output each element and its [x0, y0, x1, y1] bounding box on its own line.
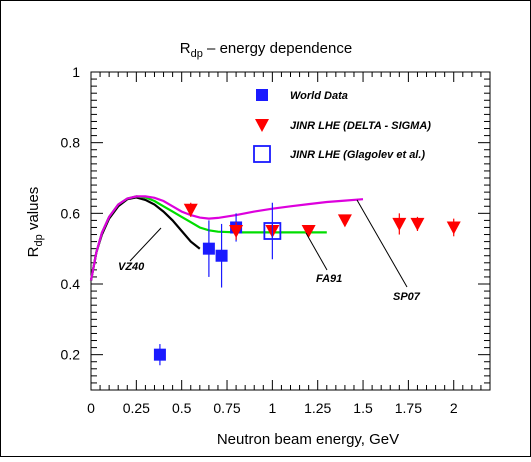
- data-point-triangle-down: [446, 221, 461, 235]
- data-point-open-square: [263, 222, 282, 240]
- x-tick-label: 0.25: [123, 400, 150, 416]
- x-tick-label: 1.75: [395, 400, 422, 416]
- chart-title: Rdp – energy dependence: [180, 40, 352, 60]
- x-axis-label: Neutron beam energy, GeV: [217, 431, 399, 448]
- data-point-filled-square: [153, 348, 166, 361]
- legend-marker-open-square: [253, 145, 271, 163]
- y-tick-label: 0.8: [61, 135, 81, 151]
- x-tick-label: 0: [87, 400, 95, 416]
- vz40-label: VZ40: [118, 261, 145, 273]
- curve-sp07: [89, 195, 364, 281]
- legend-marker-triangle-down: [255, 119, 269, 132]
- x-tick-label: 1.25: [304, 400, 331, 416]
- data-point-triangle-down: [410, 217, 425, 231]
- x-tick-label: 1: [268, 400, 276, 416]
- data-point-filled-square: [202, 242, 215, 255]
- data-point-filled-square: [215, 249, 228, 262]
- y-tick-label: 0.6: [61, 205, 81, 221]
- legend-label: JINR LHE (DELTA - SIGMA): [290, 120, 431, 132]
- sp07-label: SP07: [393, 291, 421, 303]
- data-point-triangle-down: [183, 203, 198, 217]
- sp07-pointer-line: [356, 199, 408, 288]
- data-point-triangle-down: [337, 214, 352, 228]
- x-tick-label: 1.5: [353, 400, 373, 416]
- vz40-pointer-line: [129, 227, 162, 262]
- fa91-pointer-line: [305, 232, 328, 271]
- x-tick-label: 0.5: [172, 400, 192, 416]
- y-tick-label: 0.4: [61, 276, 81, 292]
- y-axis-label: Rdp values: [25, 187, 45, 258]
- y-tick-label: 0.2: [61, 347, 81, 363]
- data-point-triangle-down: [392, 217, 407, 231]
- legend-label: JINR LHE (Glagolev et al.): [290, 149, 425, 161]
- y-tick-label: 1: [72, 64, 80, 80]
- x-tick-label: 0.75: [213, 400, 240, 416]
- data-point-triangle-down: [229, 225, 244, 238]
- legend-marker-filled-square: [256, 89, 268, 101]
- x-tick-label: 2: [450, 400, 458, 416]
- fa91-label: FA91: [316, 273, 342, 285]
- legend-label: World Data: [290, 90, 348, 102]
- data-point-triangle-down: [301, 225, 316, 238]
